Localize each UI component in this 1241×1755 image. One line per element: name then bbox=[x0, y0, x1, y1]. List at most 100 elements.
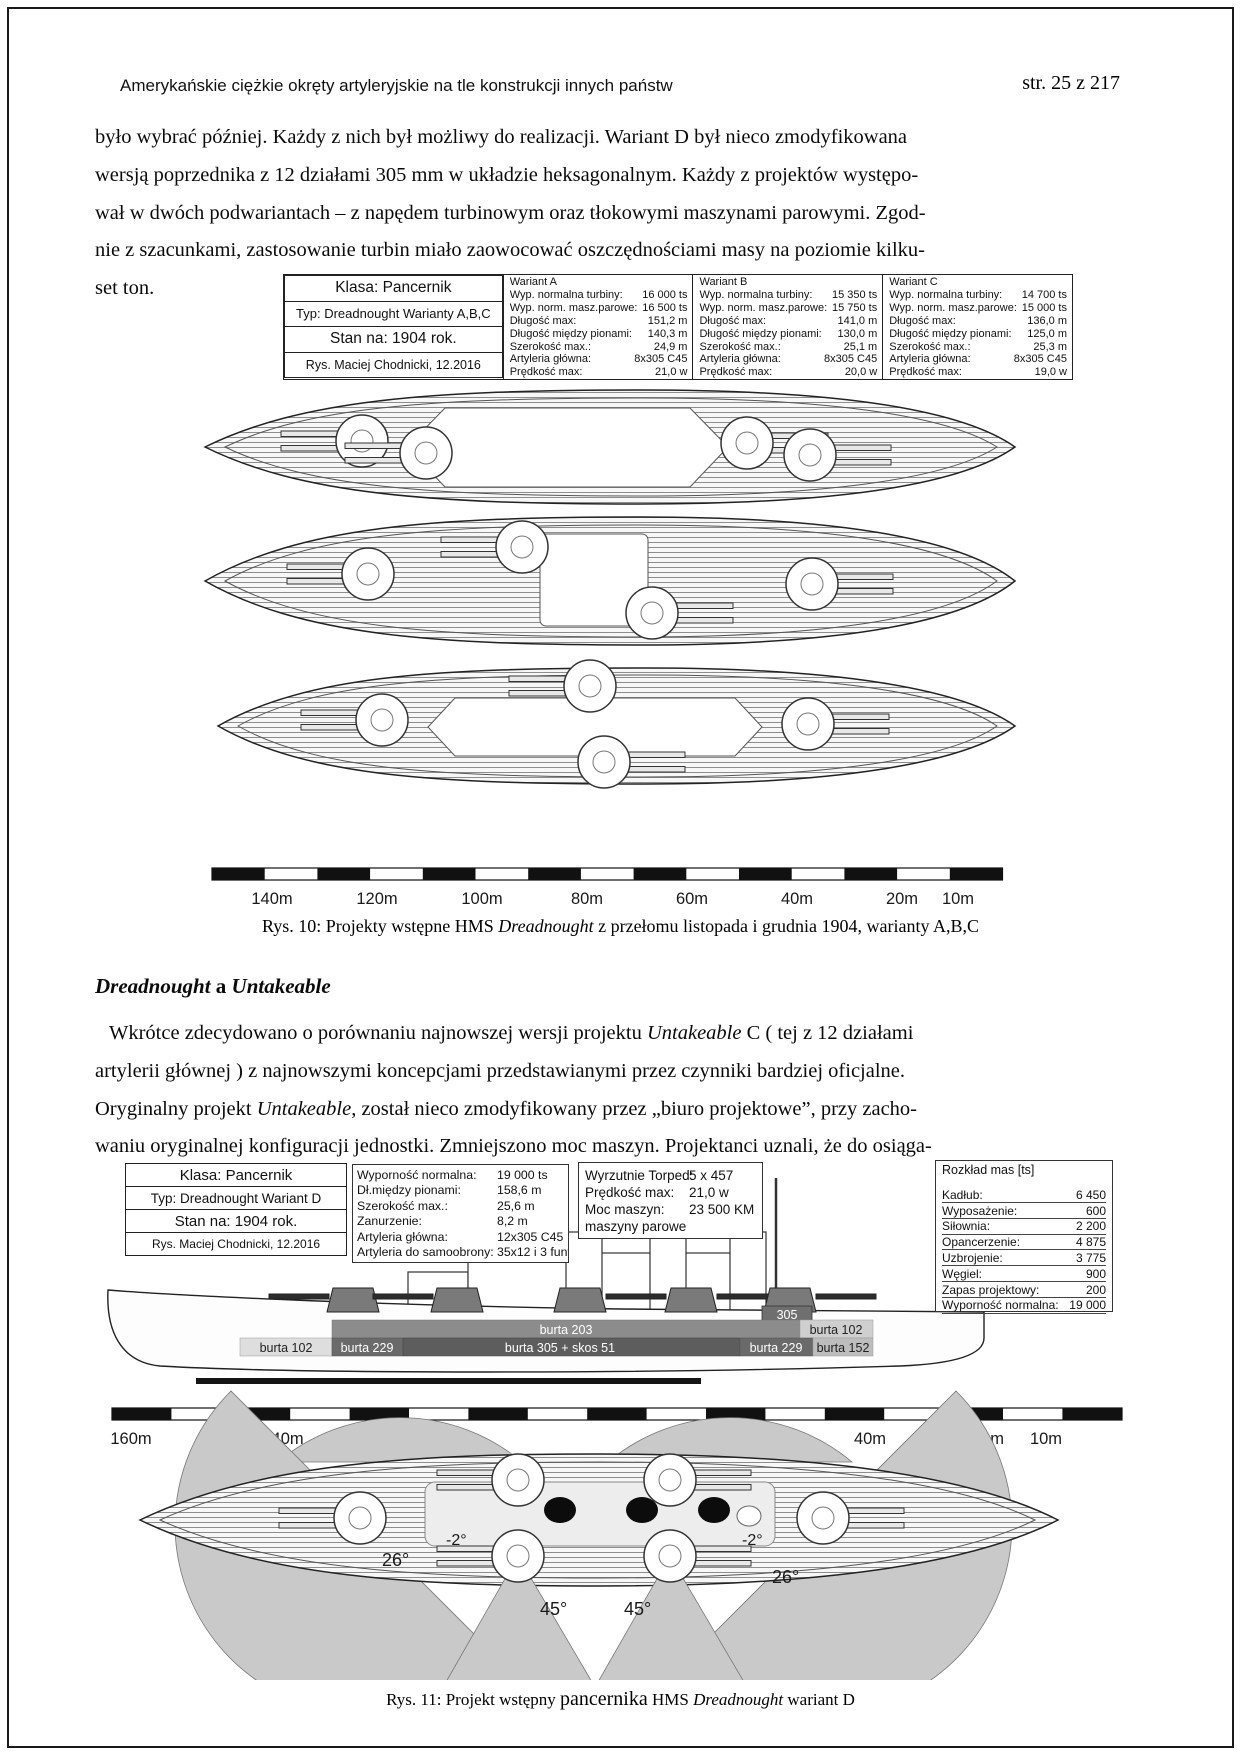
spec-row: Artyleria główna: 8x305 C45 bbox=[699, 353, 878, 366]
spec-row: maszyny parowe bbox=[585, 1219, 687, 1234]
spec-row: Wyp. normalna turbiny: 14 700 ts bbox=[889, 288, 1067, 301]
fig11-info-box: Klasa: Pancernik Typ: Dreadnought Wariant… bbox=[125, 1163, 347, 1256]
spec-row: Wyp. normalna turbiny: 15 350 ts bbox=[699, 288, 878, 301]
spec-row: Wyporność normalna: 19 000 ts bbox=[357, 1168, 548, 1182]
fig11-ship-plans: 305 burta 203 burta 102 burta 102 burta … bbox=[107, 1178, 1123, 1680]
keel-strip bbox=[196, 1378, 701, 1384]
fig11-machinery-table: Wyrzutnie Torped:5 x 457 Prędkość max: 21,… bbox=[578, 1162, 763, 1239]
info-row: Stan na: 1904 rok. bbox=[125, 1209, 347, 1233]
text-line: Oryginalny projekt Untakeable, został ni… bbox=[95, 1097, 917, 1120]
info-row: Rys. Maciej Chodnicki, 12.2016 bbox=[125, 1232, 347, 1256]
fig10-scale-bar: 140m 120m 100m 80m 60m 40m 20m 10m bbox=[211, 867, 1004, 908]
variant-name: Wariant C bbox=[889, 276, 938, 288]
scale-label: 20m bbox=[886, 890, 918, 908]
mass-row: Wyporność normalna: 19 000 bbox=[942, 1298, 1106, 1314]
fig10-data-table: Klasa: Pancernik Typ: Dreadnought Wariant… bbox=[283, 274, 1073, 380]
angle-label: 26° bbox=[772, 1567, 799, 1587]
spec-row: Wyp. norm. masz.parowe: 15 000 ts bbox=[889, 301, 1067, 314]
armor-label: burta 229 bbox=[750, 1341, 803, 1355]
firing-arcs-aft bbox=[446, 1555, 744, 1680]
scale-label: 140m bbox=[251, 890, 292, 908]
scale-label: 60m bbox=[676, 890, 708, 908]
fig10-caption: Rys. 10: Projekty wstępne HMS Dreadnough… bbox=[261, 916, 980, 936]
spec-row: Zanurzenie: 8,2 m bbox=[357, 1214, 528, 1229]
angle-label: 26° bbox=[382, 1550, 409, 1570]
spec-row: Długość max: 151,2 m bbox=[509, 314, 688, 327]
fig11-caption: Rys. 11: Projekt wstępny pancernika HMS … bbox=[386, 1688, 855, 1710]
mass-row: Zapas projektowy: 200 bbox=[942, 1282, 1106, 1298]
fig10-info-box: Klasa: Pancernik Typ: Dreadnought Wariant… bbox=[284, 275, 503, 379]
variant-name: Wariant B bbox=[699, 276, 748, 288]
spec-row: Wyp. norm. masz.parowe: 15 750 ts bbox=[699, 301, 878, 314]
mass-row: Siłownia: 2 200 bbox=[942, 1219, 1106, 1235]
scale-label: 100m bbox=[461, 890, 502, 908]
side-turrets bbox=[268, 1287, 877, 1313]
angle-label: 45° bbox=[540, 1599, 567, 1619]
armor-label: burta 152 bbox=[817, 1341, 870, 1355]
spec-row: Prędkość max: 19,0 w bbox=[889, 366, 1067, 379]
side-view-variant-d: 305 burta 203 burta 102 burta 102 burta … bbox=[107, 1178, 985, 1384]
running-header-title: Amerykańskie ciężkie okręty artyleryjski… bbox=[120, 76, 673, 95]
paragraph-1: było wybrać później. Każdy z nich był mo… bbox=[95, 122, 1127, 303]
armor-label: burta 305 + skos 51 bbox=[505, 1341, 615, 1355]
scale-label: 120m bbox=[356, 890, 397, 908]
armor-label: burta 229 bbox=[341, 1341, 394, 1355]
funnel-top bbox=[626, 1497, 658, 1523]
text-line: Wkrótce zdecydowano o porównaniu najnows… bbox=[109, 1022, 914, 1044]
text-line: set ton. bbox=[95, 277, 155, 300]
section-heading: Dreadnought a Untakeable bbox=[95, 974, 331, 998]
spec-row: Długość max: 136,0 m bbox=[889, 314, 1067, 327]
armor-label-barbette: 305 bbox=[777, 1308, 798, 1322]
scale-label: 10m bbox=[1030, 1430, 1062, 1448]
armor-label: burta 203 bbox=[540, 1323, 593, 1337]
text-line: wersją poprzednika z 12 działami 305 mm … bbox=[95, 163, 919, 186]
ship-top-view-variant-c bbox=[216, 659, 1017, 789]
angle-label: -2° bbox=[446, 1532, 467, 1549]
mass-row: Wyposażenie: 600 bbox=[942, 1203, 1106, 1219]
info-row: Rys. Maciej Chodnicki, 12.2016 bbox=[284, 351, 503, 378]
scale-label: 40m bbox=[854, 1430, 886, 1448]
text-line: waniu oryginalnej konfiguracji jednostki… bbox=[95, 1135, 932, 1158]
spec-row: Prędkość max: 20,0 w bbox=[699, 366, 878, 379]
spec-row: Artyleria do samoobrony: 35x12 i 3 funt bbox=[357, 1245, 569, 1260]
spec-row: Prędkość max: 21,0 w bbox=[509, 366, 688, 379]
spec-row: Szerokość max.: 25,6 m bbox=[357, 1198, 535, 1213]
text-line: wał w dwóch podwariantach – z napędem tu… bbox=[95, 201, 926, 224]
info-row: Klasa: Pancernik bbox=[125, 1163, 347, 1187]
spec-row: Długość max: 141,0 m bbox=[699, 314, 878, 327]
spec-row: Moc maszyn: 23 500 KM bbox=[585, 1202, 755, 1217]
scale-label: 40m bbox=[781, 890, 813, 908]
info-row: Typ: Dreadnought Wariant D bbox=[125, 1186, 347, 1210]
armor-label: burta 102 bbox=[260, 1341, 313, 1355]
fig11-specs-table: Wyporność normalna: 19 000 ts Dł.między pi… bbox=[352, 1164, 569, 1263]
text-line: nie z szacunkami, zastosowanie turbin mi… bbox=[95, 239, 925, 262]
variant-c-column: Wariant C Wyp. normalna turbiny: 14 700 t… bbox=[882, 275, 1072, 379]
spec-row: Długość między pionami: 140,3 m bbox=[509, 327, 688, 340]
scale-label: 160m bbox=[110, 1430, 151, 1448]
top-view-variant-d: 26° -2° -2° 26° 45° 45° bbox=[138, 1390, 1060, 1680]
spec-row: Dł.między pionami: 158,6 m bbox=[357, 1183, 542, 1198]
deck-fitting bbox=[736, 1505, 762, 1527]
mass-row: Uzbrojenie: 3 775 bbox=[942, 1250, 1106, 1267]
variant-a-column: Wariant A Wyp. normalna turbiny: 16 000 t… bbox=[502, 275, 693, 379]
spec-row: Artyleria główna: 12x305 C45 bbox=[357, 1229, 564, 1244]
spec-row: Szerokość max.: 25,3 m bbox=[889, 340, 1067, 353]
angle-label: 45° bbox=[624, 1599, 651, 1619]
spec-row: Długość między pionami: 125,0 m bbox=[889, 327, 1067, 340]
spec-row: Prędkość max: 21,0 w bbox=[585, 1185, 729, 1200]
spec-row: Szerokość max.: 24,9 m bbox=[509, 340, 688, 353]
angle-label: -2° bbox=[742, 1532, 763, 1549]
mass-row: Opancerzenie: 4 875 bbox=[942, 1235, 1106, 1251]
mass-table-title: Rozkład mas [ts] bbox=[942, 1163, 1035, 1177]
scale-label: 80m bbox=[571, 890, 603, 908]
variant-name: Wariant A bbox=[509, 276, 557, 288]
spec-row: Artyleria główna: 8x305 C45 bbox=[889, 353, 1067, 366]
fig10-ship-plans: 140m 120m 100m 80m 60m 40m 20m 10m bbox=[203, 389, 1017, 908]
scale-label: 10m bbox=[942, 890, 974, 908]
spec-row: Artyleria główna: 8x305 C45 bbox=[509, 353, 688, 366]
ship-top-view-variant-b bbox=[203, 516, 1017, 646]
mass-row: Węgiel: 900 bbox=[942, 1266, 1106, 1282]
spec-row: Długość między pionami: 130,0 m bbox=[699, 327, 878, 340]
page-number: str. 25 z 217 bbox=[1022, 72, 1120, 94]
